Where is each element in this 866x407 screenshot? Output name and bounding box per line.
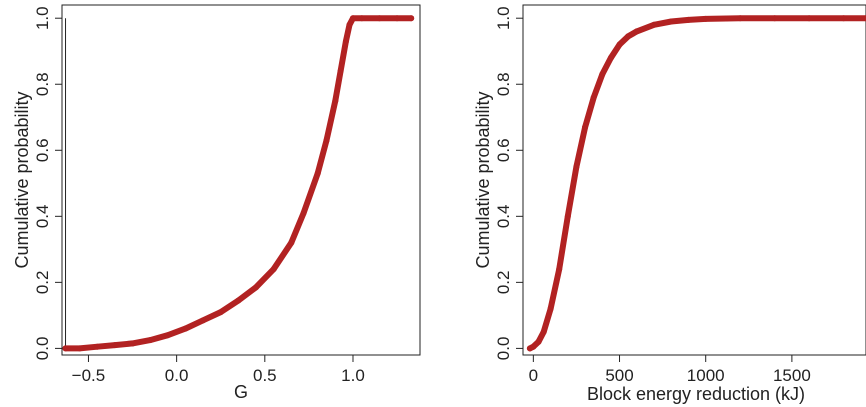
cdf-point xyxy=(376,15,383,22)
cdf-point xyxy=(590,94,597,101)
cdf-point xyxy=(182,325,189,332)
cdf-point xyxy=(408,15,415,22)
cdf-point xyxy=(342,38,349,45)
cdf-energy-panel: 0 500 1000 1500 0.0 0.2 0.4 0.6 0.8 1.0 Block ener… xyxy=(473,4,866,404)
cdf-curve xyxy=(526,15,866,352)
y-tick-label: 0.6 xyxy=(33,138,52,162)
x-tick-label: 0 xyxy=(529,366,538,385)
cdf-point xyxy=(349,15,356,22)
plot-frame xyxy=(522,4,866,356)
cdf-point xyxy=(530,343,537,350)
cdf-point xyxy=(650,21,657,28)
cdf-point xyxy=(76,345,83,352)
cdf-point xyxy=(616,41,623,48)
cdf-point xyxy=(394,15,401,22)
y-tick-label: 0.6 xyxy=(494,138,513,162)
cdf-point xyxy=(863,15,866,22)
cdf-point xyxy=(323,137,330,144)
y-tick-label: 0.8 xyxy=(33,72,52,96)
y-tick-label: 0.2 xyxy=(33,271,52,295)
y-axis-title: Cumulative probability xyxy=(12,91,32,268)
cdf-point xyxy=(332,97,339,104)
cdf-point xyxy=(94,343,101,350)
cdf-point xyxy=(147,337,154,344)
cdf-point xyxy=(806,15,813,22)
y-tick-label: 1.0 xyxy=(494,6,513,30)
cdf-point xyxy=(599,71,606,78)
x-tick-label: −0.5 xyxy=(72,366,106,385)
x-tick-label: 0.5 xyxy=(253,366,277,385)
x-tick-label: 1500 xyxy=(773,366,811,385)
y-tick-label: 0.0 xyxy=(494,337,513,361)
cdf-point xyxy=(314,170,321,177)
y-axis-title: Cumulative probability xyxy=(473,91,493,268)
cdf-point xyxy=(252,284,259,291)
cdf-g-panel: −0.5 0.0 0.5 1.0 0.0 0.2 0.4 0.6 0.8 1.0 G Cumulati… xyxy=(12,4,421,402)
cdf-point xyxy=(235,297,242,304)
cdf-point xyxy=(702,15,709,22)
cdf-point xyxy=(840,15,847,22)
cdf-point xyxy=(573,163,580,170)
cdf-point xyxy=(62,345,69,352)
cdf-point xyxy=(111,342,118,349)
cdf-point xyxy=(771,15,778,22)
plot-frame xyxy=(61,4,421,356)
cdf-point xyxy=(129,340,136,347)
cdf-point xyxy=(633,28,640,35)
cdf-point xyxy=(556,266,563,273)
y-tick-label: 0.4 xyxy=(33,205,52,229)
cdf-point xyxy=(346,21,353,28)
cdf-point xyxy=(582,124,589,131)
y-tick-label: 0.8 xyxy=(494,72,513,96)
y-tick-label: 0.4 xyxy=(494,205,513,229)
x-tick-label: 1000 xyxy=(687,366,725,385)
x-axis-title: Block energy reduction (kJ) xyxy=(587,384,805,404)
cdf-point xyxy=(288,239,295,246)
cdf-point xyxy=(217,309,224,316)
cdf-point xyxy=(737,15,744,22)
cdf-point xyxy=(540,328,547,335)
cdf-point xyxy=(164,332,171,339)
cdf-point xyxy=(270,266,277,273)
cdf-point xyxy=(625,33,632,40)
x-tick-label: 1.0 xyxy=(341,366,365,385)
y-tick-label: 1.0 xyxy=(33,6,52,30)
cdf-point xyxy=(300,210,307,217)
x-tick-label: 0.0 xyxy=(165,366,189,385)
x-tick-label: 500 xyxy=(605,366,633,385)
y-tick-label: 0.0 xyxy=(33,337,52,361)
cdf-point xyxy=(668,18,675,25)
cdf-point xyxy=(535,338,542,345)
cdf-point xyxy=(564,213,571,220)
cdf-point xyxy=(358,15,365,22)
cdf-point xyxy=(337,68,344,75)
y-tick-label: 0.2 xyxy=(494,271,513,295)
cdf-point xyxy=(547,305,554,312)
cdf-point xyxy=(607,54,614,61)
x-axis-title: G xyxy=(234,382,248,402)
cdf-point xyxy=(200,317,207,324)
cdf-point xyxy=(685,16,692,23)
